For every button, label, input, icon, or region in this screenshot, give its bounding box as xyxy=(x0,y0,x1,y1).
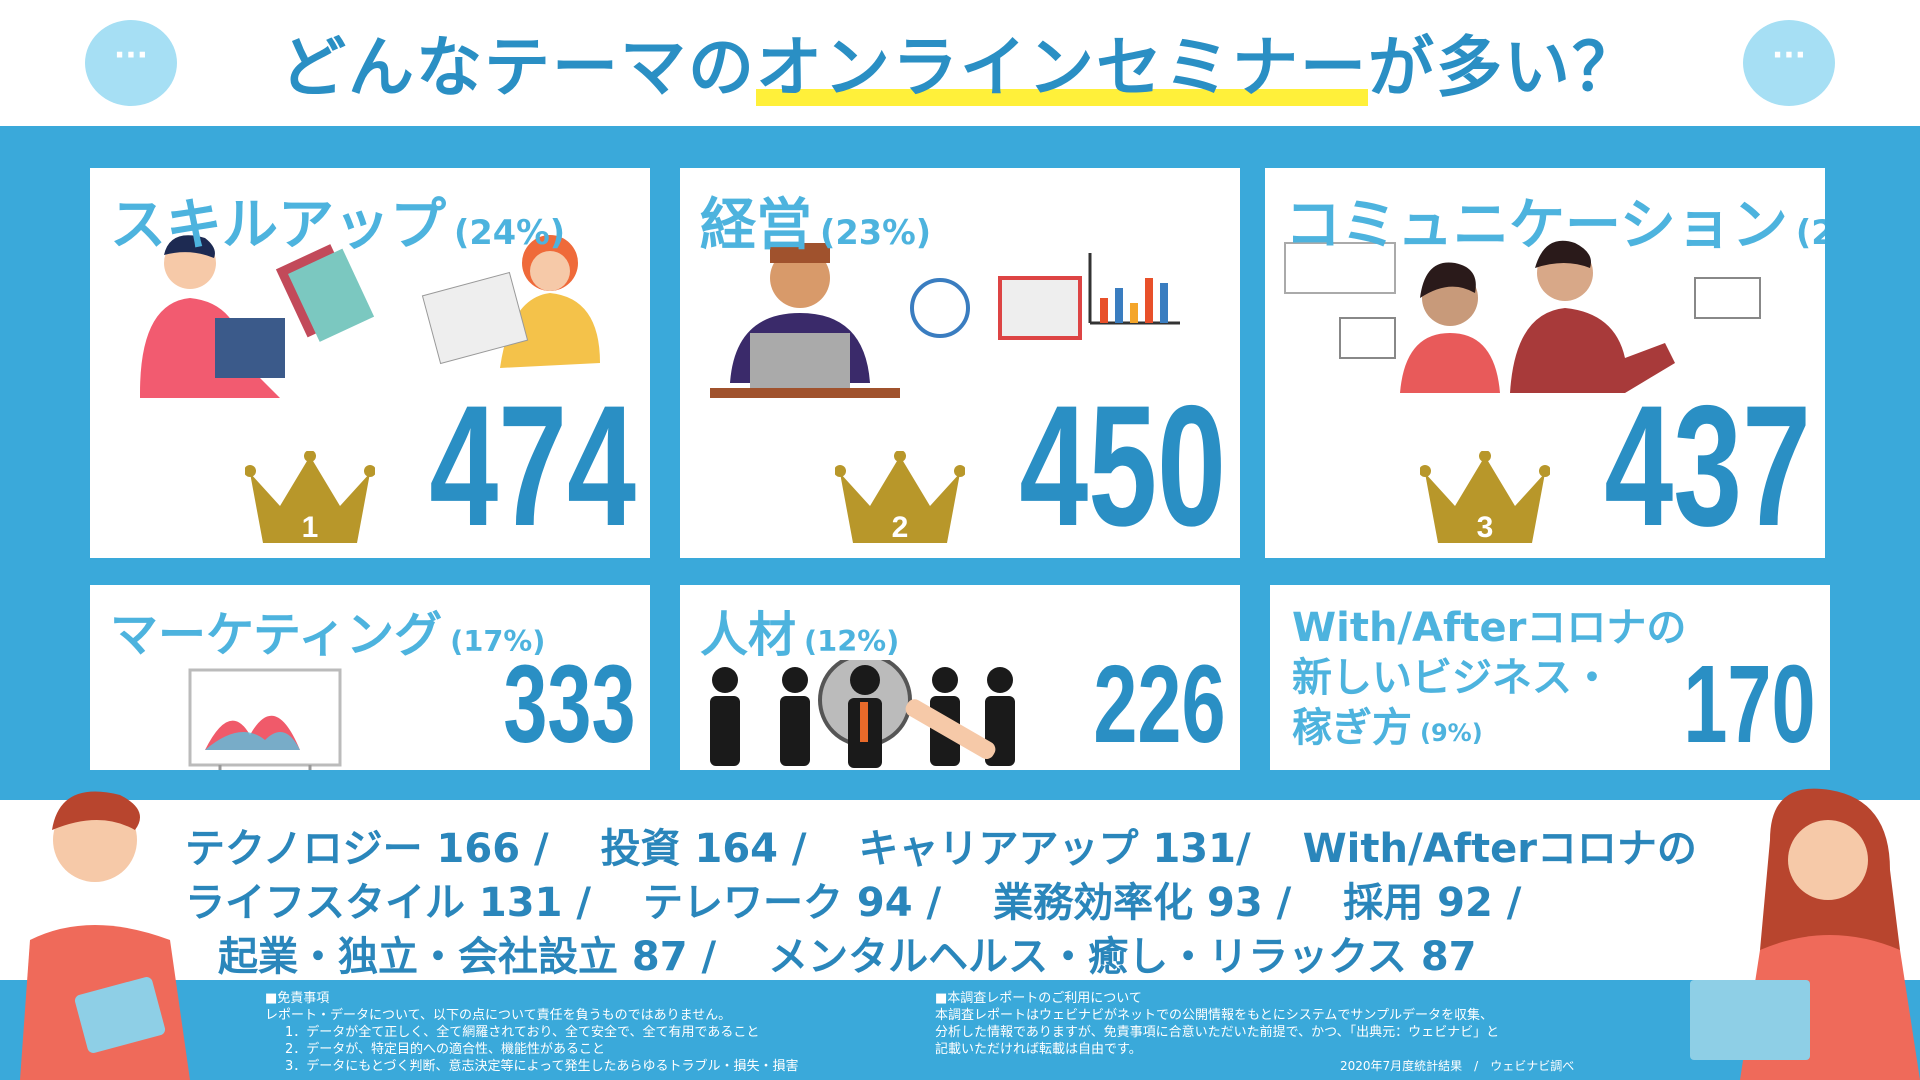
label-line: コミュニケーション xyxy=(1285,193,1788,258)
rank: 2 xyxy=(892,511,909,544)
count: 170 xyxy=(1683,643,1816,766)
label-line: マーケティング xyxy=(110,607,443,663)
title-part: が多い？ xyxy=(1368,29,1640,106)
note-line: 2．データが、特定目的への適合性、機能性があること xyxy=(285,1042,606,1057)
note-heading: ■免責事項 xyxy=(265,991,330,1006)
label-line: 人材 xyxy=(700,607,797,663)
percent: (9%) xyxy=(1420,719,1483,747)
card-label: コミュニケーション(22%) xyxy=(1285,180,1825,261)
card-label: 人材 (12%) xyxy=(700,595,899,665)
card: スキルアップ (24%) 474 1 xyxy=(90,168,650,558)
percent: (23%) xyxy=(820,213,932,252)
theme-line: テクノロジー 166 / 投資 164 / キャリアアップ 131/With/Aft… xyxy=(185,816,1749,874)
note-heading: ■本調査レポートのご利用について xyxy=(935,991,1142,1006)
note-line: 1．データが全て正しく、全て網羅されており、全て安全で、全て有用であること xyxy=(285,1025,760,1040)
rank: 3 xyxy=(1477,511,1494,544)
illustration xyxy=(710,243,1180,398)
theme-item: 投資 164 / xyxy=(600,826,807,872)
illustration xyxy=(1284,240,1761,393)
note-line: 記載いただければ転載は自由です。 xyxy=(935,1042,1142,1057)
label-line: With/Afterコロナの xyxy=(1292,605,1687,651)
theme-item: テクノロジー 166 / xyxy=(185,826,549,872)
speech-bubble-icon: ··· xyxy=(85,20,177,106)
crown: 3 xyxy=(1420,451,1550,544)
percent: (24%) xyxy=(454,213,566,252)
card: マーケティング (17%) 333 xyxy=(90,585,650,770)
theme-line: 起業・独立・会社設立 87 / メンタルヘルス・癒し・リラックス 87 xyxy=(218,924,1529,982)
card: 経営 (23%) 450 2 xyxy=(680,168,1240,558)
other-themes: テクノロジー 166 / 投資 164 / キャリアアップ 131/With/Aft… xyxy=(0,800,1920,980)
label-line: 経営 xyxy=(700,193,812,258)
percent: (17%) xyxy=(450,624,546,658)
person-illustration xyxy=(20,791,190,1080)
count: 450 xyxy=(1019,370,1226,558)
theme-item: 起業・独立・会社設立 87 / xyxy=(218,934,717,980)
card-label: 経営 (23%) xyxy=(700,180,931,261)
crown: 2 xyxy=(835,451,965,544)
crown: 1 xyxy=(245,451,375,544)
label-line: 稼ぎ方 xyxy=(1292,705,1412,751)
illustration xyxy=(188,668,342,770)
note-line: レポート・データについて、以下の点について責任を負うものではありません。 xyxy=(265,1008,732,1023)
card: 人材 (12%) 226 xyxy=(680,585,1240,770)
theme-item: メンタルヘルス・癒し・リラックス 87 xyxy=(768,934,1477,980)
theme-line: ライフスタイル 131 / テレワーク 94 / 業務効率化 93 / 採用 92 / xyxy=(185,870,1573,928)
title: どんなテーマのオンラインセミナーが多い？ xyxy=(0,14,1920,110)
card: コミュニケーション(22%) 437 3 xyxy=(1265,168,1825,558)
percent: (22%) xyxy=(1795,213,1825,252)
note-line: 本調査レポートはウェビナビがネットでの公開情報をもとにシステムでサンプルデータを… xyxy=(935,1008,1493,1023)
theme-item: ライフスタイル 131 / xyxy=(185,880,591,926)
theme-item: 業務効率化 93 / xyxy=(993,880,1292,926)
illustration xyxy=(710,660,1015,768)
usage-note: ■本調査レポートのご利用について本調査レポートはウェビナビがネットでの公開情報を… xyxy=(935,990,1499,1058)
count: 226 xyxy=(1093,643,1226,766)
note-line: 3．データにもとづく判断、意志決定等によって発生したあらゆるトラブル・損失・損害 xyxy=(285,1059,799,1074)
card-label: With/Afterコロナの 新しいビジネス・ 稼ぎ方 (9%) xyxy=(1292,603,1686,758)
theme-item: With/Afterコロナの xyxy=(1302,826,1697,872)
count: 333 xyxy=(503,643,636,766)
card: With/Afterコロナの 新しいビジネス・ 稼ぎ方 (9%) 170 xyxy=(1270,585,1830,770)
label-line: 新しいビジネス・ xyxy=(1292,655,1612,701)
card-label: マーケティング (17%) xyxy=(110,595,545,665)
source: 2020年7月度統計結果 / ウェビナビ調べ xyxy=(1340,1059,1575,1073)
theme-item: キャリアアップ 131/ xyxy=(858,826,1251,872)
title-part: どんなテーマの xyxy=(280,29,756,106)
rank: 1 xyxy=(302,511,319,544)
illustration xyxy=(140,235,600,398)
theme-item: 採用 92 / xyxy=(1343,880,1522,926)
count: 437 xyxy=(1604,370,1811,558)
note-line: 分析した情報でありますが、免責事項に合意いただいた前提で、かつ、「出典元：ウェビ… xyxy=(935,1025,1500,1040)
title-highlight: オンラインセミナー xyxy=(756,29,1368,106)
theme-item: テレワーク 94 / xyxy=(642,880,942,926)
person-illustration xyxy=(1690,788,1920,1080)
speech-bubble-icon: ··· xyxy=(1743,20,1835,106)
count: 474 xyxy=(429,370,636,558)
disclaimer: ■免責事項レポート・データについて、以下の点について責任を負うものではありません… xyxy=(265,990,798,1075)
card-label: スキルアップ (24%) xyxy=(110,180,565,261)
label-line: スキルアップ xyxy=(110,193,446,258)
percent: (12%) xyxy=(804,624,900,658)
